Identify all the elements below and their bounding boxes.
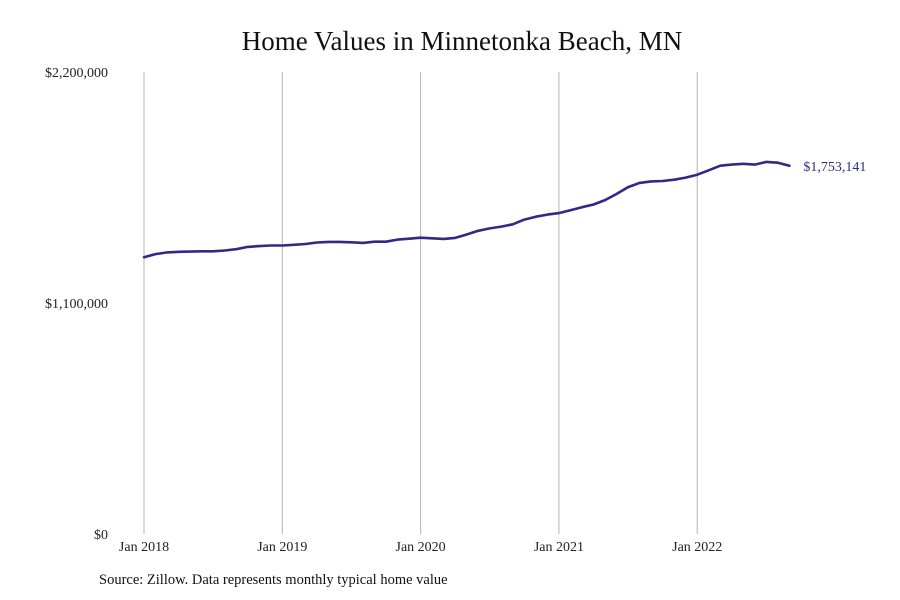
x-tick-label: Jan 2018 — [119, 540, 169, 555]
x-tick-label: Jan 2019 — [257, 540, 307, 555]
x-axis-ticks: Jan 2018 Jan 2019 Jan 2020 Jan 2021 Jan 2022 — [119, 540, 722, 555]
x-tick-label: Jan 2021 — [534, 540, 584, 555]
gridlines — [143, 72, 698, 534]
series — [142, 160, 791, 259]
y-axis-ticks: $0 $1,100,000 $2,200,000 — [45, 66, 108, 543]
chart-title: Home Values in Minnetonka Beach, MN — [241, 26, 683, 56]
end-value-label: $1,753,141 — [803, 160, 866, 175]
y-tick-label: $0 — [94, 528, 108, 543]
source-note: Source: Zillow. Data represents monthly … — [99, 572, 448, 588]
series-line — [142, 160, 791, 259]
y-tick-label: $2,200,000 — [45, 66, 108, 81]
x-tick-label: Jan 2020 — [396, 540, 446, 555]
end-labels: $1,753,141 — [803, 160, 866, 175]
x-tick-label: Jan 2022 — [672, 540, 722, 555]
y-tick-label: $1,100,000 — [45, 297, 108, 312]
